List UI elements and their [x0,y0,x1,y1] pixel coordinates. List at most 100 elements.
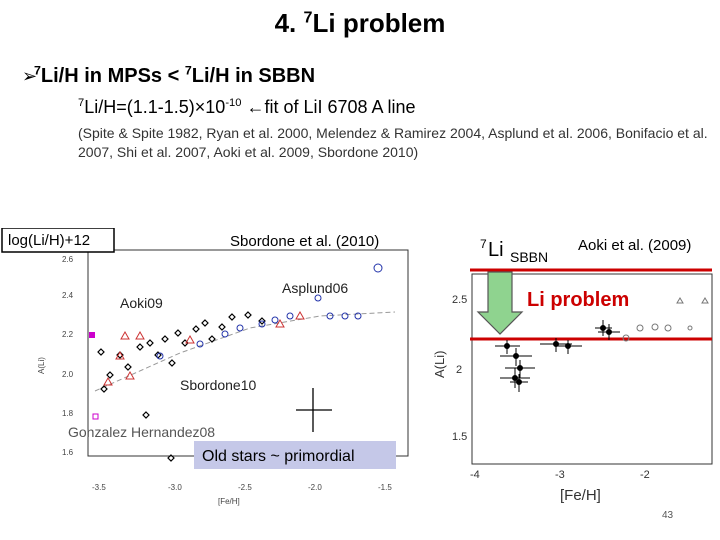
li-problem-arrow [476,271,524,335]
references: (Spite & Spite 1982, Ryan et al. 2000, M… [78,125,708,160]
sbordone-markers [97,311,266,462]
right-xtick: -3 [555,469,565,481]
data-point [221,330,229,338]
slide-title: 4. 7Li problem [274,8,446,38]
left-plot-frame [87,249,409,457]
li-sbbn-sup: 7 [480,237,487,251]
data-point [600,325,606,331]
data-point [512,375,518,381]
right-plot-source: Aoki et al. (2009) [578,237,691,254]
data-point [636,324,644,332]
label-asplund: Asplund06 [282,280,348,296]
data-point [168,359,176,367]
data-point [208,335,216,343]
data-point [192,325,200,333]
right-ytick: 2.5 [452,294,467,306]
right-open-points [622,297,709,342]
data-point [326,312,334,320]
aoki-markers [103,310,305,386]
data-point [651,323,659,331]
data-point [161,335,169,343]
data-point [517,365,523,371]
figure-panel: 2.6 2.4 2.2 2.0 1.8 1.6 A(Li) -3.5 -3.0 … [1,228,713,521]
data-point [196,340,204,348]
left-yticks: 2.6 2.4 2.2 2.0 1.8 1.6 [62,255,74,457]
data-point [135,330,145,340]
data-point [167,454,175,462]
gonzalez-point [92,413,99,420]
data-point [146,339,154,347]
error-bar-cross [296,388,332,432]
data-point [286,312,294,320]
left-plot-source: Sbordone et al. (2010) [230,233,379,250]
data-point [664,324,672,332]
data-point [701,297,709,304]
left-ytick: 2.2 [62,330,74,339]
left-xtick: -2.0 [308,483,322,492]
data-point [156,352,164,360]
data-point [341,312,349,320]
data-point [244,311,252,319]
label-sbordone: Sbordone10 [180,377,257,393]
data-point [314,294,322,302]
data-point [201,319,209,327]
left-xtick: -1.5 [378,483,392,492]
claim-line: 7Li/H in MPSs < 7Li/H in SBBN [34,63,316,87]
left-xtick: -2.5 [238,483,252,492]
right-xtick: -2 [640,469,650,481]
li-sbbn-text: Li [488,239,504,261]
label-aoki: Aoki09 [120,295,163,311]
data-point [174,329,182,337]
left-ytick: 2.0 [62,370,74,379]
data-point [513,353,519,359]
right-xticks: -4 -3 -2 [470,469,650,481]
data-point [676,297,684,304]
left-ytick: 1.8 [62,409,74,418]
data-point [125,370,135,380]
right-plot: 2.5 2 1.5 A(Li) -4 -3 -2 [Fe/H] 7 Li SBB… [432,237,713,521]
left-axis-xlabel: [Fe/H] [218,497,240,506]
observed-value-line: 7Li/H=(1.1-1.5)×10-10 ←fit of LiI 6708 A… [78,97,416,117]
right-ytick: 1.5 [452,431,467,443]
page-number: 43 [662,510,674,521]
label-gonzalez: Gonzalez Hernandez08 [68,424,215,440]
left-xtick: -3.5 [92,483,106,492]
data-point [622,334,630,342]
data-point [275,318,285,328]
data-point [687,325,693,331]
left-ytick: 1.6 [62,448,74,457]
ylabel-box [1,228,115,253]
right-ytick: 2 [456,364,462,376]
data-point [218,323,226,331]
data-point [116,351,124,359]
left-ytick: 2.6 [62,255,74,264]
left-xticks: -3.5 -3.0 -2.5 -2.0 -1.5 [92,483,392,492]
data-point [228,313,236,321]
left-axis-ylabel: A(Li) [37,357,46,374]
bullet-arrow-icon: ➢ [22,66,38,86]
data-point [100,385,108,393]
data-point [142,411,150,419]
data-point [295,310,305,320]
data-point [516,379,522,385]
right-yticks: 2.5 2 1.5 [452,294,467,443]
data-point [258,317,266,325]
data-point [185,334,195,344]
ylabel-box-text: log(Li/H)+12 [8,232,90,249]
right-data-points [495,320,620,392]
asplund-markers [156,263,383,360]
data-point [606,329,612,335]
data-point [136,343,144,351]
data-point [97,348,105,356]
data-point [504,343,510,349]
data-point [236,324,244,332]
data-point [103,376,113,386]
data-point [124,363,132,371]
data-point [258,320,266,328]
right-xtick: -4 [470,469,480,481]
data-point [115,350,125,360]
old-stars-label: Old stars ~ primordial [202,448,355,465]
data-point [106,371,114,379]
li-sbbn-sub: SBBN [510,249,548,265]
left-xtick: -3.0 [168,483,182,492]
